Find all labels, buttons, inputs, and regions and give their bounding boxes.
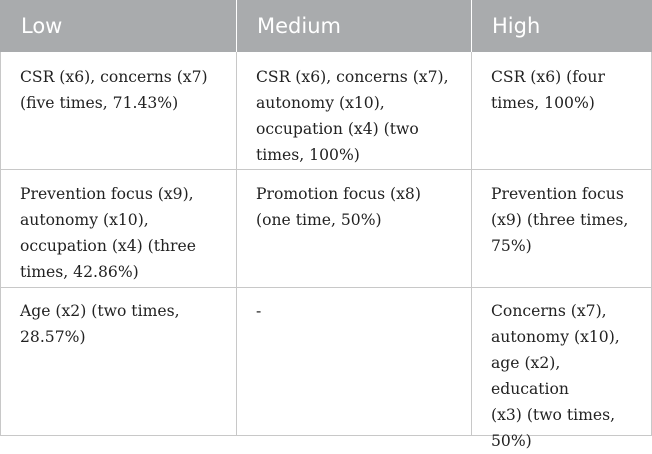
table-header-row [0,0,652,52]
table-cell: CSR (x6), concerns (x7) (five times, 71.… [20,68,208,112]
grid-line [236,52,237,435]
row-divider [0,169,652,170]
grid-line [471,52,472,435]
table-cell: CSR (x6) (four times, 100%) [491,68,605,112]
header-medium: Medium [257,14,341,38]
table-cell: Concerns (x7), autonomy (x10), age (x2),… [491,302,620,450]
table-cell: - [256,302,262,320]
header-low: Low [21,14,63,38]
row-divider [0,287,652,288]
table-cell: Prevention focus (x9), autonomy (x10), o… [20,185,196,281]
header-high: High [492,14,541,38]
header-divider [236,0,237,52]
header-divider [471,0,472,52]
table-cell: Prevention focus (x9) (three times, 75%) [491,185,629,255]
table-cell: Age (x2) (two times, 28.57%) [20,302,180,346]
grid-line [0,52,1,435]
table-cell: CSR (x6), concerns (x7), autonomy (x10),… [256,68,449,164]
table-cell: Promotion focus (x8) (one time, 50%) [256,185,421,229]
